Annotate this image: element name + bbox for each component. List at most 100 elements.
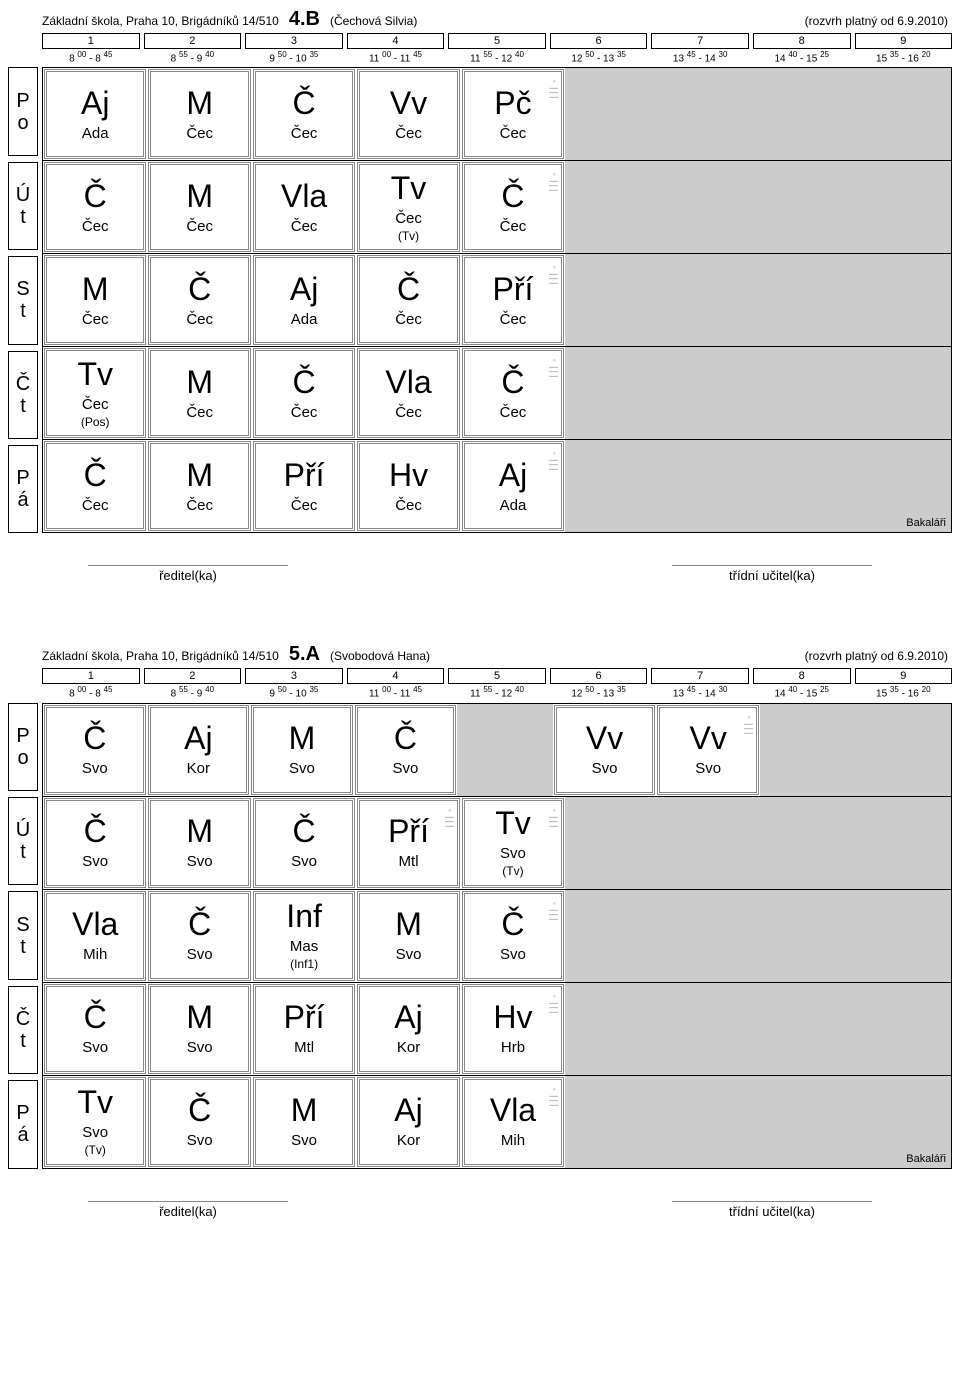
- empty-cell: [662, 254, 758, 346]
- day-label: Čt: [8, 986, 38, 1074]
- period-number: 2: [144, 668, 242, 684]
- timetable: Základní škola, Praha 10, Brigádníků 14/…: [8, 643, 952, 1218]
- signature-class-teacher: třídní učitel(ka): [672, 1201, 872, 1219]
- subject-code: Č: [188, 273, 211, 305]
- period-number: 7: [651, 668, 749, 684]
- day-label: St: [8, 256, 38, 344]
- cell-deco-icon: ◦∣∣∣: [549, 169, 559, 193]
- period-number: 6: [550, 668, 648, 684]
- empty-cell: [662, 890, 758, 982]
- period-number: 6: [550, 33, 648, 49]
- teacher-code: Čec: [186, 497, 213, 514]
- subject-code: M: [186, 815, 213, 847]
- software-badge: Bakaláři: [8, 1153, 952, 1165]
- subject-code: Vla: [281, 180, 327, 212]
- class-teacher: (Svobodová Hana): [330, 649, 805, 663]
- subject-code: M: [186, 366, 213, 398]
- period-time: 14 40 - 15 25: [753, 49, 851, 65]
- subject-code: Pří: [493, 273, 534, 305]
- timetable-row: ČSvoMSvoČSvoPříMtl◦∣∣∣TvSvo(Tv)◦∣∣∣: [43, 797, 951, 890]
- subject-code: Vv: [689, 722, 726, 754]
- lesson-cell: PčČec◦∣∣∣: [462, 69, 564, 159]
- day-label: Út: [8, 797, 38, 885]
- cell-deco-icon: ◦∣∣∣: [549, 805, 559, 829]
- empty-cell: [856, 704, 952, 796]
- subject-code: Č: [293, 87, 316, 119]
- lesson-cell: Aj Ada: [253, 255, 355, 345]
- cell-deco-icon: ◦∣∣∣: [549, 991, 559, 1015]
- subject-code: Aj: [81, 87, 109, 119]
- subject-code: Č: [501, 908, 524, 940]
- signature-director: ředitel(ka): [88, 1201, 288, 1219]
- subject-code: M: [186, 87, 213, 119]
- teacher-code: Čec: [395, 497, 422, 514]
- timetable-header: Základní škola, Praha 10, Brigádníků 14/…: [8, 8, 952, 31]
- empty-cell: [758, 797, 854, 889]
- grid-area: PoÚtStČtPáAjAdaMČecČČecVvČecPčČec◦∣∣∣ČČe…: [8, 67, 952, 533]
- day-letter-1: P: [16, 1102, 29, 1124]
- subject-code: Hv: [389, 459, 428, 491]
- timetable-row: MČecČČecAjAdaČČecPříČec◦∣∣∣: [43, 254, 951, 347]
- periods-row: 123456789: [8, 33, 952, 49]
- subject-code: Aj: [290, 273, 318, 305]
- lesson-cell: ČČec: [44, 162, 146, 252]
- cell-deco-icon: ◦∣∣∣: [744, 712, 754, 736]
- empty-cell: [855, 890, 951, 982]
- subject-code: Tv: [77, 358, 113, 390]
- subject-code: Aj: [394, 1094, 422, 1126]
- teacher-code: Čec: [186, 125, 213, 142]
- subject-code: Č: [188, 908, 211, 940]
- empty-cell: [758, 68, 854, 160]
- grid-area: PoÚtStČtPáČSvoAjKorMSvoČSvoVvSvoVvSvo◦∣∣…: [8, 703, 952, 1169]
- empty-cell: [565, 983, 661, 1075]
- cell-deco-icon: ◦∣∣∣: [549, 76, 559, 100]
- lesson-cell: ČSvo: [44, 705, 146, 795]
- empty-cell: [565, 797, 661, 889]
- day-label: Po: [8, 703, 38, 791]
- empty-cell: [758, 890, 854, 982]
- teacher-code: Ada: [291, 311, 318, 328]
- valid-from: (rozvrh platný od 6.9.2010): [805, 14, 948, 28]
- subject-code: Č: [293, 366, 316, 398]
- empty-cell: [855, 797, 951, 889]
- lesson-cell: Č Čec: [148, 255, 250, 345]
- day-letter-2: t: [20, 300, 26, 322]
- cell-deco-icon: ◦∣∣∣: [549, 355, 559, 379]
- lesson-cell: ČSvo: [44, 798, 146, 888]
- periods-row: 123456789: [8, 668, 952, 684]
- subject-code: Vv: [586, 722, 623, 754]
- teacher-code: Čec: [82, 497, 109, 514]
- teacher-code: Čec: [186, 311, 213, 328]
- teacher-code: Mtl: [294, 1039, 314, 1056]
- lesson-cell: ČČec: [253, 348, 355, 438]
- period-time: 8 00 - 8 45: [42, 49, 140, 65]
- lesson-cell: MSvo: [357, 891, 459, 981]
- empty-cell: [565, 347, 661, 439]
- teacher-code: Kor: [187, 760, 210, 777]
- teacher-code: Svo: [187, 853, 213, 870]
- lesson-cell: VvČec: [357, 69, 459, 159]
- teacher-code: Svo: [82, 1039, 108, 1056]
- teacher-code: Čec: [291, 218, 318, 235]
- day-letter-1: P: [16, 467, 29, 489]
- period-time: 9 50 - 10 35: [245, 49, 343, 65]
- period-time: 11 55 - 12 40: [448, 49, 546, 65]
- empty-cell: [855, 347, 951, 439]
- subject-code: Č: [397, 273, 420, 305]
- school-name: Základní škola, Praha 10, Brigádníků 14/…: [42, 649, 279, 663]
- lesson-cell: VvSvo: [554, 705, 656, 795]
- period-time: 15 35 - 16 20: [855, 49, 953, 65]
- teacher-code: Mtl: [399, 853, 419, 870]
- subject-code: Č: [293, 815, 316, 847]
- lesson-cell: MSvo: [148, 984, 250, 1074]
- teacher-code: Čec: [82, 396, 109, 413]
- lesson-cell: AjKor: [148, 705, 250, 795]
- timetable-grid: ČSvoAjKorMSvoČSvoVvSvoVvSvo◦∣∣∣ČSvoMSvoČ…: [42, 703, 952, 1169]
- period-time: 14 40 - 15 25: [753, 684, 851, 700]
- teacher-code: Čec: [395, 125, 422, 142]
- period-time: 8 00 - 8 45: [42, 684, 140, 700]
- teacher-code: Svo: [82, 1124, 108, 1141]
- lesson-cell: MČec: [44, 255, 146, 345]
- day-letter-1: P: [16, 725, 29, 747]
- teacher-code: Mas: [290, 938, 318, 955]
